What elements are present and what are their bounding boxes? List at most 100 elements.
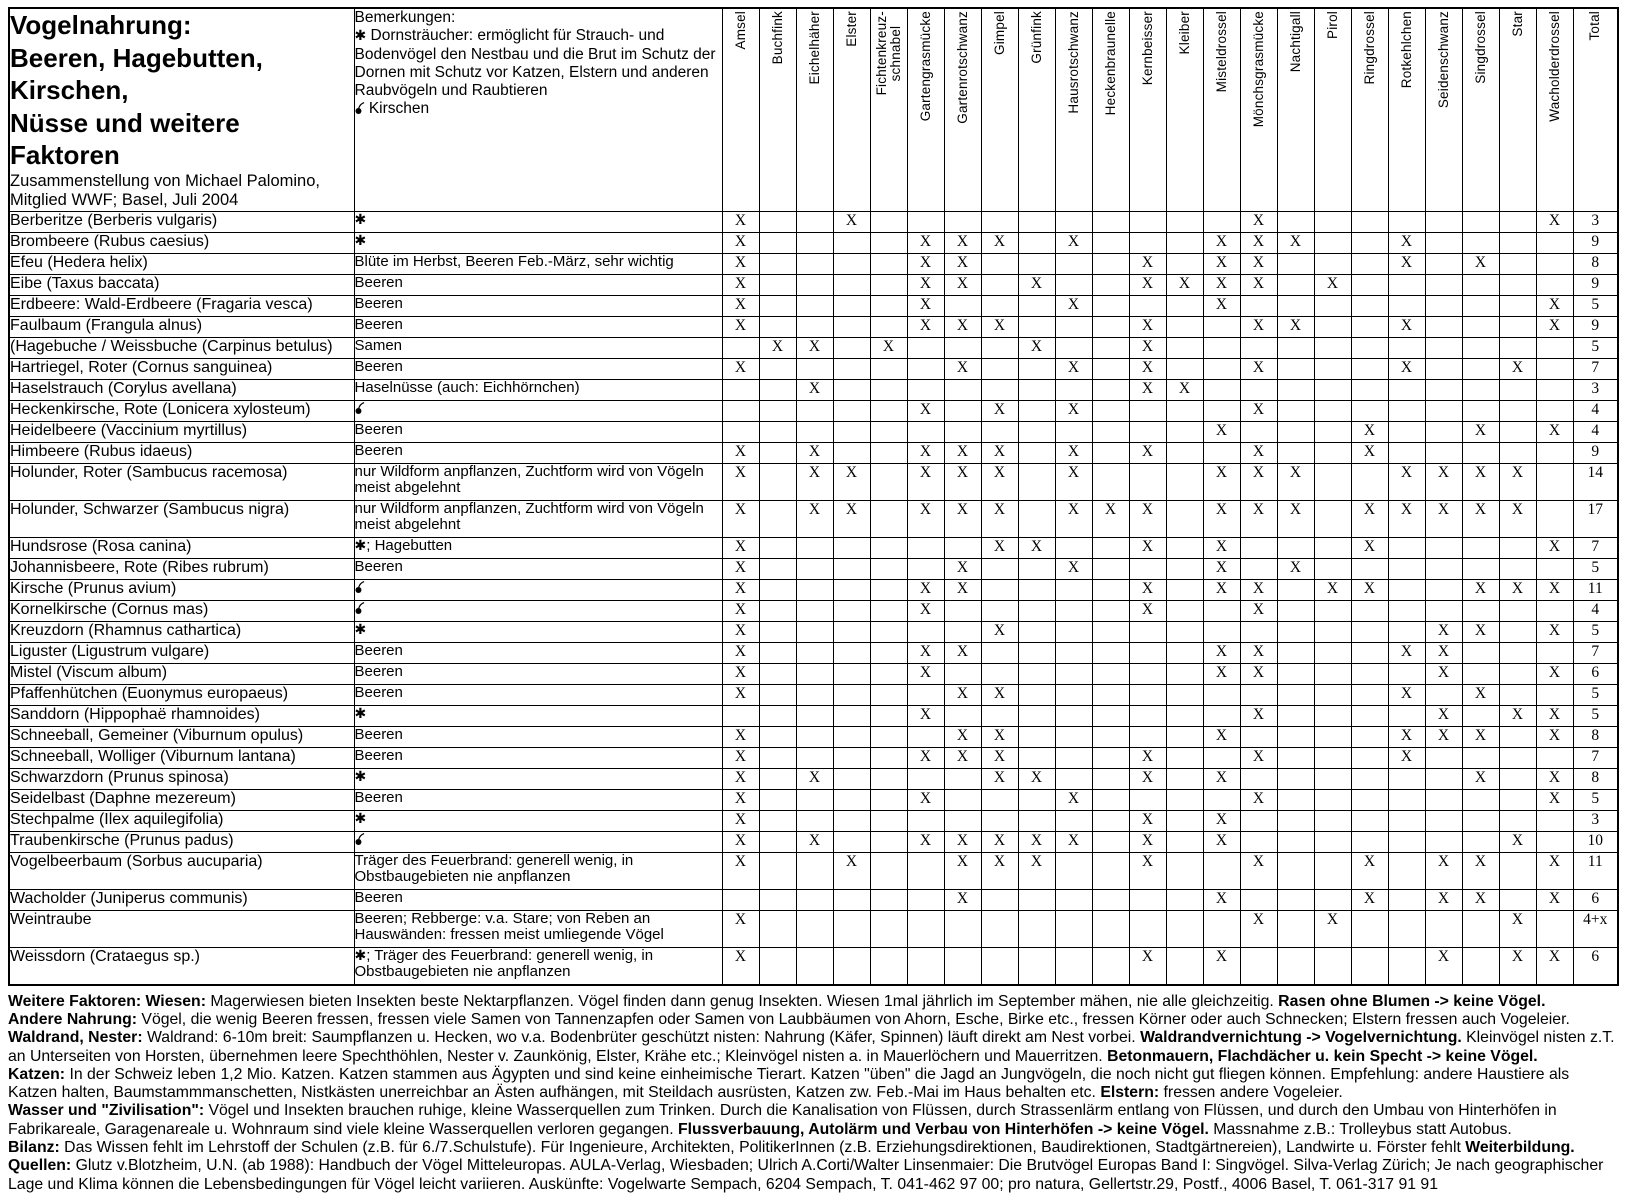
- bird-column-header-hausrotschwanz: Hausrotschwanz: [1054, 7, 1093, 213]
- mark-cell: X: [795, 500, 834, 539]
- mark-cell: [1017, 621, 1056, 644]
- mark-cell: [1054, 768, 1093, 791]
- mark-cell: [1350, 211, 1389, 234]
- mark-cell: [1535, 379, 1574, 402]
- mark-cell: [758, 621, 797, 644]
- mark-cell: [758, 600, 797, 623]
- page-title-line1: Vogelnahrung:: [10, 10, 192, 40]
- mark-cell: [1165, 684, 1204, 707]
- mark-cell: [1461, 789, 1500, 812]
- plant-name-cell: Kirsche (Prunus avium): [8, 579, 355, 602]
- mark-cell: [1128, 642, 1167, 665]
- mark-cell: [1165, 910, 1204, 949]
- mark-cell: X: [943, 684, 982, 707]
- table-row: Johannisbeere, Rote (Ribes rubrum) Beeren…: [8, 558, 1619, 581]
- mark-cell: [1276, 642, 1315, 665]
- bird-column-label: Ringdrossel: [1361, 11, 1377, 85]
- mark-cell: [1387, 537, 1426, 560]
- mark-cell: X: [1461, 889, 1500, 912]
- mark-cell: X: [1461, 852, 1500, 891]
- remark-cell: nur Wildform anpflanzen, Zuchtform wird …: [353, 463, 723, 502]
- mark-cell: [795, 684, 834, 707]
- mark-cell: X: [1276, 500, 1315, 539]
- mark-cell: [1091, 316, 1130, 339]
- table-row: Heidelbeere (Vaccinium myrtillus) Beeren X…: [8, 421, 1619, 444]
- mark-cell: [1387, 442, 1426, 465]
- mark-cell: [1313, 558, 1352, 581]
- mark-cell: [980, 421, 1019, 444]
- mark-cell: X: [1054, 442, 1093, 465]
- mark-cell: [1128, 889, 1167, 912]
- mark-cell: [869, 358, 908, 381]
- mark-cell: [1535, 600, 1574, 623]
- mark-cell: [1202, 337, 1241, 360]
- mark-cell: [1350, 558, 1389, 581]
- plant-name-cell: Mistel (Viscum album): [8, 663, 355, 686]
- mark-cell: [1165, 642, 1204, 665]
- total-cell: 7: [1572, 358, 1619, 381]
- mark-cell: [1054, 726, 1093, 749]
- mark-cell: [1017, 705, 1056, 728]
- mark-cell: [1424, 810, 1463, 833]
- plant-name-cell: Vogelbeerbaum (Sorbus aucuparia): [8, 852, 355, 891]
- mark-cell: [1017, 747, 1056, 770]
- mark-cell: X: [795, 442, 834, 465]
- plant-name-cell: Traubenkirsche (Prunus padus): [8, 831, 355, 854]
- mark-cell: X: [832, 500, 871, 539]
- mark-cell: X: [1128, 500, 1167, 539]
- mark-cell: [758, 726, 797, 749]
- mark-cell: [1461, 747, 1500, 770]
- mark-cell: X: [980, 442, 1019, 465]
- plant-name-cell: Schwarzdorn (Prunus spinosa): [8, 768, 355, 791]
- mark-cell: X: [1350, 537, 1389, 560]
- mark-cell: [943, 379, 982, 402]
- total-cell: 3: [1572, 810, 1619, 833]
- bird-column-label: Singdrossel: [1472, 11, 1488, 84]
- mark-cell: [1535, 642, 1574, 665]
- mark-cell: [1276, 747, 1315, 770]
- mark-cell: [1350, 337, 1389, 360]
- mark-cell: X: [1202, 463, 1241, 502]
- mark-cell: X: [721, 232, 760, 255]
- total-cell: 4: [1572, 400, 1619, 423]
- mark-cell: [1128, 663, 1167, 686]
- plant-name-cell: Sanddorn (Hippophaë rhamnoides): [8, 705, 355, 728]
- table-row: Stechpalme (Ilex aquilegifolia) ✱ X X X 3: [8, 810, 1619, 833]
- mark-cell: [943, 211, 982, 234]
- mark-cell: [758, 211, 797, 234]
- mark-cell: [832, 421, 871, 444]
- mark-cell: [906, 379, 945, 402]
- mark-cell: X: [1054, 232, 1093, 255]
- mark-cell: [758, 747, 797, 770]
- mark-cell: [1461, 316, 1500, 339]
- mark-cell: [1498, 726, 1537, 749]
- bird-column-label: Star: [1509, 11, 1525, 37]
- mark-cell: [869, 642, 908, 665]
- mark-cell: X: [906, 442, 945, 465]
- mark-cell: [1239, 537, 1278, 560]
- mark-cell: [1461, 810, 1500, 833]
- mark-cell: X: [1128, 768, 1167, 791]
- mark-cell: X: [721, 579, 760, 602]
- mark-cell: X: [1128, 600, 1167, 623]
- remark-cell: [353, 400, 723, 423]
- mark-cell: [1165, 705, 1204, 728]
- remarks-label: Bemerkungen:: [354, 9, 456, 26]
- mark-cell: [869, 947, 908, 986]
- mark-cell: [1461, 537, 1500, 560]
- mark-cell: [1535, 274, 1574, 297]
- footnotes-block: Weitere Faktoren: Wiesen: Magerwiesen bi…: [8, 993, 1617, 1194]
- bird-column-label: Elster: [843, 11, 859, 47]
- table-row: Kreuzdorn (Rhamnus cathartica) ✱ X X X X X 5: [8, 621, 1619, 644]
- mark-cell: [1387, 558, 1426, 581]
- mark-cell: [1165, 232, 1204, 255]
- mark-cell: [1017, 558, 1056, 581]
- mark-cell: [1498, 600, 1537, 623]
- mark-cell: X: [795, 768, 834, 791]
- mark-cell: X: [1350, 852, 1389, 891]
- mark-cell: [832, 337, 871, 360]
- cherry-icon: [355, 602, 364, 615]
- mark-cell: [1054, 663, 1093, 686]
- bird-column-header-grnfink: Grünfink: [1017, 7, 1056, 213]
- bird-column-header-amsel: Amsel: [721, 7, 760, 213]
